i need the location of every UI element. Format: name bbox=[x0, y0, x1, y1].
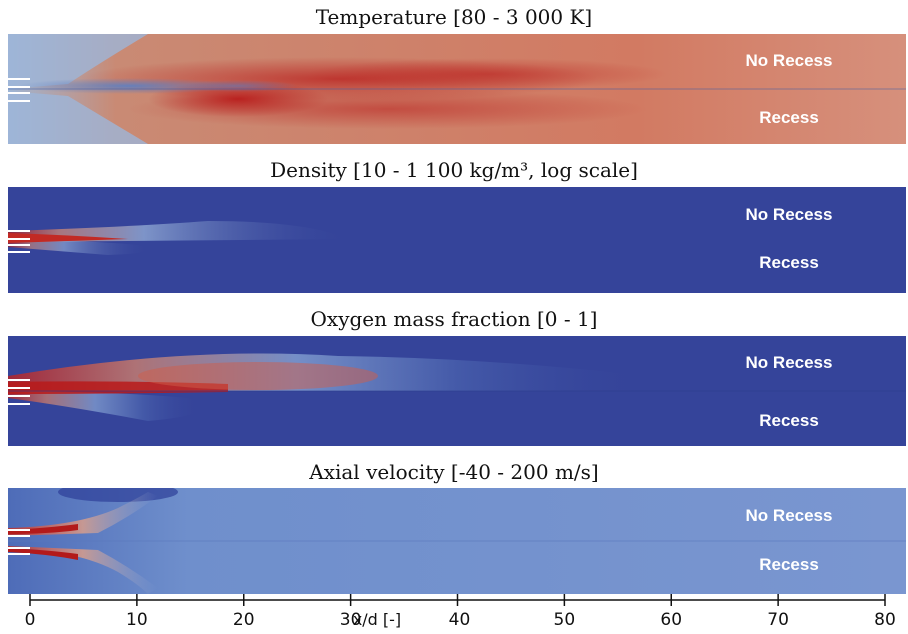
temperature-field: No Recess Recess bbox=[8, 34, 906, 144]
x-axis-title: x/d [-] bbox=[353, 610, 401, 629]
panel-title-temperature: Temperature [80 - 3 000 K] bbox=[315, 5, 593, 29]
x-tick-label-20: 20 bbox=[233, 610, 255, 630]
label-no-recess: No Recess bbox=[745, 51, 833, 70]
x-tick-label-60: 60 bbox=[660, 610, 682, 630]
label-no-recess: No Recess bbox=[745, 506, 833, 525]
label-recess: Recess bbox=[759, 108, 819, 127]
x-tick-label-50: 50 bbox=[554, 610, 576, 630]
label-no-recess: No Recess bbox=[745, 353, 833, 372]
label-recess: Recess bbox=[759, 555, 819, 574]
axial-velocity-field: No Recess Recess bbox=[8, 488, 906, 594]
x-tick-label-30: 30 bbox=[340, 610, 362, 630]
oxygen-field: No Recess Recess bbox=[8, 336, 906, 446]
x-tick-label-0: 0 bbox=[25, 610, 36, 630]
x-tick-label-40: 40 bbox=[449, 610, 471, 630]
panel-title-axial-velocity: Axial velocity [-40 - 200 m/s] bbox=[309, 460, 599, 484]
label-recess: Recess bbox=[759, 253, 819, 272]
label-no-recess: No Recess bbox=[745, 205, 833, 224]
x-tick-label-70: 70 bbox=[767, 610, 789, 630]
panel-title-density: Density [10 - 1 100 kg/m³, log scale] bbox=[270, 158, 638, 182]
label-recess: Recess bbox=[759, 411, 819, 430]
x-tick-label-80: 80 bbox=[874, 610, 896, 630]
density-field: No Recess Recess bbox=[8, 187, 906, 293]
x-tick-label-10: 10 bbox=[126, 610, 148, 630]
x-axis: 0 10 20 30 40 50 60 70 80 x/d [-] bbox=[25, 594, 896, 630]
panel-title-oxygen: Oxygen mass fraction [0 - 1] bbox=[310, 307, 598, 331]
